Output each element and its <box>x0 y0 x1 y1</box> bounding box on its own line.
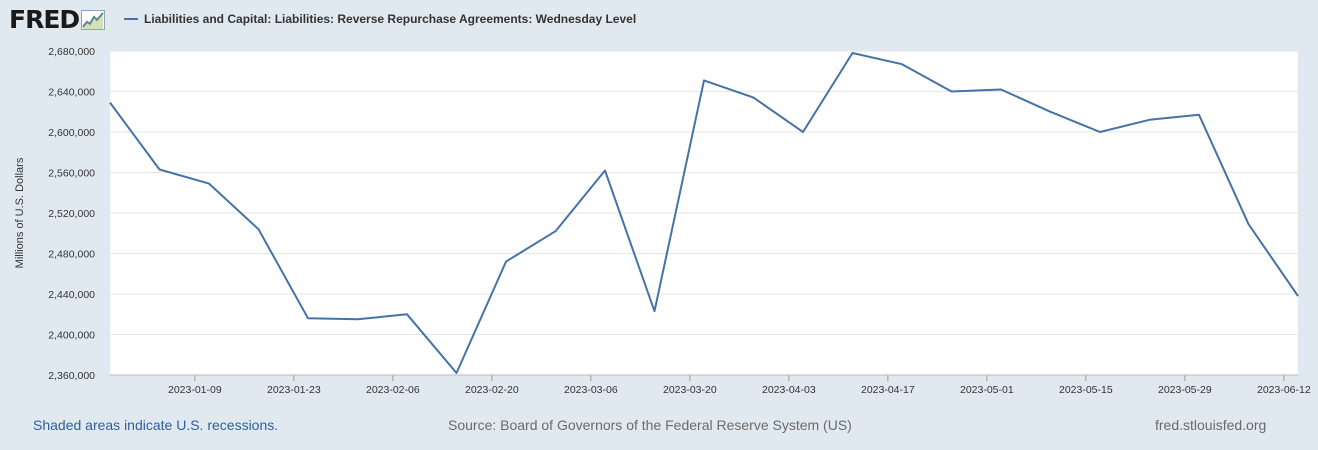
x-tick-label: 2023-05-29 <box>1158 384 1212 396</box>
y-tick-label: 2,600,000 <box>48 127 95 139</box>
x-tick-label: 2023-04-17 <box>861 384 915 396</box>
x-tick-label: 2023-04-03 <box>762 384 816 396</box>
y-axis-label: Millions of U.S. Dollars <box>14 157 26 268</box>
chart-header: FRED Liabilities and Capital: Liabilitie… <box>0 0 1318 40</box>
y-tick-label: 2,440,000 <box>48 289 95 301</box>
x-tick-label: 2023-05-01 <box>960 384 1014 396</box>
legend-series-label: Liabilities and Capital: Liabilities: Re… <box>144 12 637 26</box>
fred-logo[interactable]: FRED <box>9 5 106 34</box>
logo-text: FRED <box>9 5 80 34</box>
y-tick-label: 2,360,000 <box>48 370 95 382</box>
x-tick-label: 2023-02-20 <box>465 384 519 396</box>
line-chart: 2,360,000 2,400,000 2,440,000 2,480,000 2,52… <box>14 46 1311 396</box>
recession-note[interactable]: Shaded areas indicate U.S. recessions. <box>33 417 279 433</box>
x-tick-label: 2023-02-06 <box>366 384 420 396</box>
x-tick-label: 2023-01-09 <box>168 384 222 396</box>
x-tick-label: 2023-06-12 <box>1257 384 1311 396</box>
x-tick-label: 2023-03-06 <box>564 384 618 396</box>
y-tick-label: 2,680,000 <box>48 46 95 58</box>
y-tick-label: 2,400,000 <box>48 330 95 342</box>
x-tick-label: 2023-03-20 <box>663 384 717 396</box>
chart-legend: Liabilities and Capital: Liabilities: Re… <box>124 12 636 26</box>
fred-url[interactable]: fred.stlouisfed.org <box>1155 417 1267 433</box>
x-tick-label: 2023-05-15 <box>1059 384 1113 396</box>
x-tick-label: 2023-01-23 <box>267 384 321 396</box>
y-tick-label: 2,640,000 <box>48 87 95 99</box>
y-tick-label: 2,520,000 <box>48 208 95 220</box>
legend-series-swatch <box>124 18 138 20</box>
series-line <box>109 52 1299 374</box>
y-tick-label: 2,560,000 <box>48 168 95 180</box>
source-note: Source: Board of Governors of the Federa… <box>448 417 852 433</box>
trend-graph-icon <box>81 10 106 30</box>
y-tick-label: 2,480,000 <box>48 249 95 261</box>
